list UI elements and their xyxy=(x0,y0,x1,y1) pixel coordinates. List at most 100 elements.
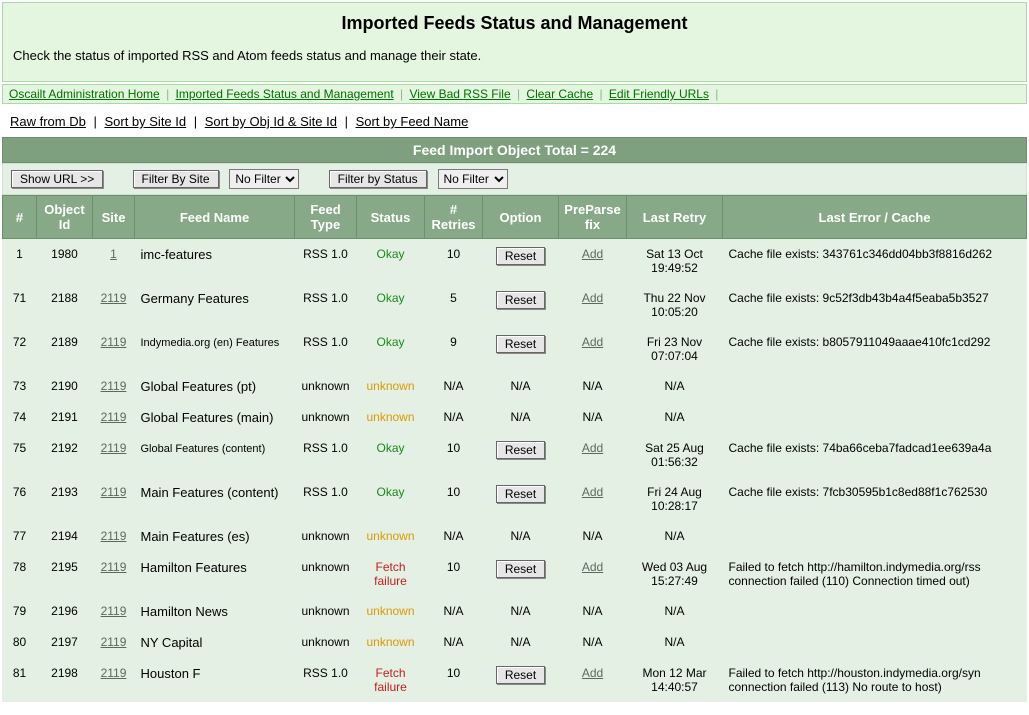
cell-feed-name: Hamilton News xyxy=(135,596,295,627)
reset-button[interactable]: Reset xyxy=(496,291,545,309)
nav-separator: | xyxy=(162,87,174,101)
cell-retries: 9 xyxy=(425,327,483,371)
cell-last-error xyxy=(723,596,1027,627)
site-link[interactable]: 2119 xyxy=(101,485,127,499)
add-link[interactable]: Add xyxy=(582,485,603,499)
reset-button[interactable]: Reset xyxy=(496,335,545,353)
feed-name-text: Global Features (pt) xyxy=(141,379,257,394)
nav-link[interactable]: Oscailt Administration Home xyxy=(7,87,162,101)
filter-by-site-button[interactable]: Filter By Site xyxy=(133,170,219,188)
site-link[interactable]: 2119 xyxy=(101,560,127,574)
cell-last-error: Failed to fetch http://houston.indymedia… xyxy=(723,658,1027,702)
cell-last-error: Cache file exists: 74ba66ceba7fadcad1ee6… xyxy=(723,433,1027,477)
site-link[interactable]: 1 xyxy=(110,247,117,261)
add-link[interactable]: Add xyxy=(582,291,603,305)
nav-link[interactable]: Clear Cache xyxy=(524,87,595,101)
cell-object-id: 2188 xyxy=(37,283,93,327)
sort-link[interactable]: Sort by Site Id xyxy=(104,114,186,129)
cell-retries: 10 xyxy=(425,433,483,477)
cell-site: 2119 xyxy=(93,658,135,702)
cell-last-retry: Sat 13 Oct 19:49:52 xyxy=(627,239,723,284)
table-row: 7421912119Global Features (main)unknownu… xyxy=(3,402,1027,433)
cell-retries: N/A xyxy=(425,371,483,402)
nav-link[interactable]: Imported Feeds Status and Management xyxy=(174,87,396,101)
cell-preparse: Add xyxy=(559,658,627,702)
cell-last-retry: Fri 23 Nov 07:07:04 xyxy=(627,327,723,371)
cell-last-error xyxy=(723,627,1027,658)
site-link[interactable]: 2119 xyxy=(101,529,127,543)
cell-feed-type: RSS 1.0 xyxy=(295,239,357,284)
cell-site: 2119 xyxy=(93,327,135,371)
cell-option: Reset xyxy=(483,552,559,596)
add-link[interactable]: Add xyxy=(582,441,603,455)
cell-retries: N/A xyxy=(425,596,483,627)
feed-name-text: Hamilton News xyxy=(141,604,228,619)
cell-object-id: 2196 xyxy=(37,596,93,627)
cell-feed-name: Global Features (pt) xyxy=(135,371,295,402)
site-link[interactable]: 2119 xyxy=(101,666,127,680)
cell-option: Reset xyxy=(483,658,559,702)
add-link[interactable]: Add xyxy=(582,247,603,261)
cell-preparse: N/A xyxy=(559,371,627,402)
reset-button[interactable]: Reset xyxy=(496,666,545,684)
add-link[interactable]: Add xyxy=(582,666,603,680)
show-url-button[interactable]: Show URL >> xyxy=(11,170,103,188)
sort-bar: Raw from Db | Sort by Site Id | Sort by … xyxy=(0,106,1029,137)
status-text: unknown xyxy=(366,529,414,543)
col-option: Option xyxy=(483,196,559,239)
site-link[interactable]: 2119 xyxy=(101,379,127,393)
sort-link[interactable]: Raw from Db xyxy=(10,114,86,129)
site-link[interactable]: 2119 xyxy=(101,335,127,349)
cell-feed-type: RSS 1.0 xyxy=(295,658,357,702)
filter-by-status-select[interactable]: No Filter xyxy=(438,169,508,189)
cell-object-id: 2198 xyxy=(37,658,93,702)
reset-button[interactable]: Reset xyxy=(496,485,545,503)
cell-status: unknown xyxy=(357,402,425,433)
site-link[interactable]: 2119 xyxy=(101,410,127,424)
cell-feed-type: unknown xyxy=(295,402,357,433)
filter-by-site-select[interactable]: No Filter xyxy=(229,169,299,189)
reset-button[interactable]: Reset xyxy=(496,560,545,578)
cell-retries: 10 xyxy=(425,239,483,284)
cell-number: 74 xyxy=(3,402,37,433)
cell-feed-type: RSS 1.0 xyxy=(295,327,357,371)
table-row: 7321902119Global Features (pt)unknownunk… xyxy=(3,371,1027,402)
cell-option: N/A xyxy=(483,627,559,658)
site-link[interactable]: 2119 xyxy=(101,604,127,618)
site-link[interactable]: 2119 xyxy=(101,635,127,649)
status-text: Okay xyxy=(376,291,404,305)
add-link[interactable]: Add xyxy=(582,560,603,574)
cell-retries: 10 xyxy=(425,658,483,702)
filter-by-status-button[interactable]: Filter by Status xyxy=(329,170,427,188)
sort-link[interactable]: Sort by Obj Id & Site Id xyxy=(205,114,337,129)
cell-feed-name: Germany Features xyxy=(135,283,295,327)
filter-bar: Show URL >> Filter By Site No Filter Fil… xyxy=(2,163,1027,195)
cell-retries: 5 xyxy=(425,283,483,327)
sort-separator: | xyxy=(86,114,105,129)
cell-number: 71 xyxy=(3,283,37,327)
sort-link[interactable]: Sort by Feed Name xyxy=(356,114,469,129)
cell-site: 2119 xyxy=(93,371,135,402)
feed-name-text: imc-features xyxy=(141,247,213,262)
cell-status: Okay xyxy=(357,327,425,371)
reset-button[interactable]: Reset xyxy=(496,247,545,265)
cell-object-id: 1980 xyxy=(37,239,93,284)
site-link[interactable]: 2119 xyxy=(101,441,127,455)
cell-object-id: 2192 xyxy=(37,433,93,477)
add-link[interactable]: Add xyxy=(582,335,603,349)
cell-feed-type: RSS 1.0 xyxy=(295,283,357,327)
feed-name-text: NY Capital xyxy=(141,635,203,650)
cell-status: unknown xyxy=(357,627,425,658)
cell-feed-type: unknown xyxy=(295,521,357,552)
cell-feed-type: RSS 1.0 xyxy=(295,433,357,477)
cell-preparse: Add xyxy=(559,552,627,596)
cell-number: 73 xyxy=(3,371,37,402)
cell-retries: 10 xyxy=(425,477,483,521)
nav-link[interactable]: View Bad RSS File xyxy=(407,87,512,101)
site-link[interactable]: 2119 xyxy=(101,291,127,305)
feed-name-text: Indymedia.org (en) Features xyxy=(141,337,280,349)
status-text: Okay xyxy=(376,485,404,499)
reset-button[interactable]: Reset xyxy=(496,441,545,459)
table-row: 7521922119Global Features (content)RSS 1… xyxy=(3,433,1027,477)
nav-link[interactable]: Edit Friendly URLs xyxy=(607,87,711,101)
